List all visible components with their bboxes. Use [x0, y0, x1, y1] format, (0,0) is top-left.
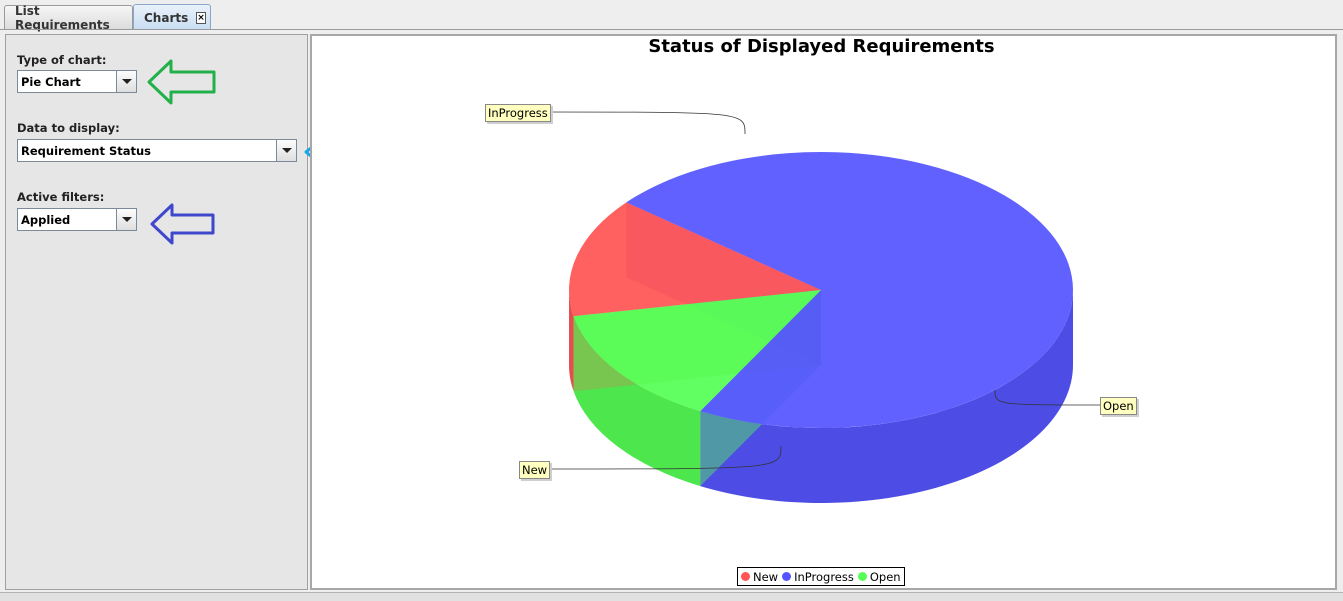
chart-type-value: Pie Chart — [21, 74, 81, 89]
chevron-down-icon[interactable] — [116, 71, 136, 92]
pie-chart — [544, 111, 1101, 504]
tab-label: Charts — [144, 10, 189, 25]
chart-legend: New InProgress Open — [737, 567, 905, 586]
green-arrow-icon — [147, 59, 216, 105]
dark-blue-arrow-icon — [150, 203, 215, 245]
data-display-value: Requirement Status — [21, 143, 152, 158]
chart-type-label: Type of chart: — [17, 53, 107, 67]
legend-item-new: New — [741, 570, 778, 584]
slice-label-inprogress: InProgress — [485, 104, 551, 122]
chart-title: Status of Displayed Requirements — [648, 36, 995, 57]
leader-line-open — [994, 389, 1101, 406]
leader-line-new — [548, 445, 782, 470]
tab-charts[interactable]: Charts × — [133, 4, 211, 30]
active-filters-select[interactable]: Applied — [17, 208, 137, 231]
chevron-down-icon[interactable] — [276, 140, 296, 161]
legend-item-open: Open — [857, 569, 901, 584]
pie-side-inprogress — [700, 290, 1073, 504]
chevron-down-icon[interactable] — [116, 209, 136, 230]
pie-side-new — [569, 290, 574, 392]
pie-slice-open — [573, 290, 821, 412]
leader-line-inprogress — [544, 111, 746, 135]
legend-swatch-new — [741, 572, 750, 581]
legend-label-open: Open — [869, 569, 901, 584]
tab-divider — [0, 29, 1343, 30]
legend-swatch-open — [857, 572, 867, 581]
pie-side-open — [573, 316, 701, 487]
legend-label-new: New — [753, 569, 779, 584]
status-strip — [0, 592, 1343, 601]
slice-label-new: New — [519, 461, 551, 479]
active-filters-value: Applied — [21, 212, 71, 227]
chart-type-select[interactable]: Pie Chart — [17, 70, 137, 93]
chart-options-panel — [5, 34, 308, 590]
legend-label-inprogress: InProgress — [794, 569, 854, 584]
data-display-select[interactable]: Requirement Status — [17, 139, 297, 162]
legend-swatch-inprogress — [782, 572, 792, 581]
legend-item-inprogress: InProgress — [782, 570, 854, 584]
active-filters-label: Active filters: — [17, 190, 105, 204]
tab-bar: List Requirements Charts × — [0, 0, 1343, 32]
close-icon[interactable]: × — [196, 11, 206, 24]
pie-slice-new — [569, 202, 821, 317]
pie-slice-inprogress — [626, 152, 1073, 429]
data-display-label: Data to display: — [17, 121, 120, 135]
slice-label-open: Open — [1100, 397, 1137, 415]
tab-list-requirements[interactable]: List Requirements — [4, 3, 133, 32]
tab-label: List Requirements — [15, 3, 110, 32]
